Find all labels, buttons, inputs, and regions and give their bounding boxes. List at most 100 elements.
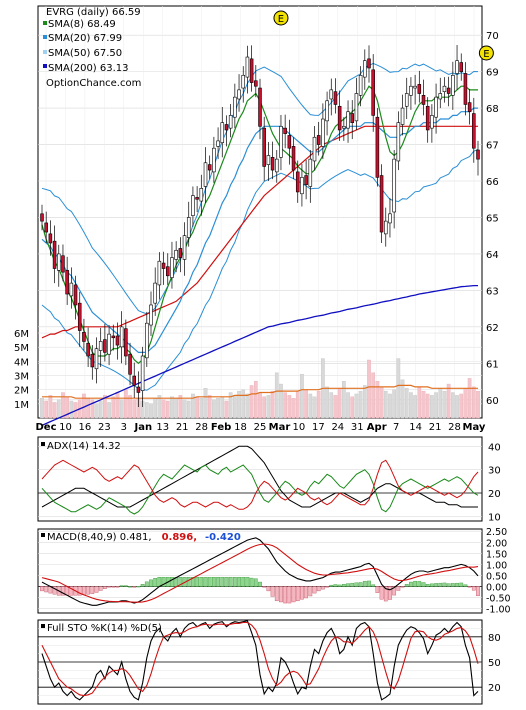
watermark: OptionChance.com (46, 78, 141, 89)
candle-body (57, 253, 61, 271)
macd-histogram-bar (90, 586, 95, 594)
candle-body (153, 282, 157, 304)
candle-body (65, 270, 69, 295)
macd-tick-label: 2.50 (486, 527, 507, 538)
volume-bar (358, 390, 363, 419)
date-tick-label: 21 (176, 422, 189, 433)
macd-tick-label: 1.00 (486, 560, 507, 571)
macd-histogram-bar (329, 584, 334, 587)
macd-histogram-bar (249, 577, 254, 587)
macd-histogram-bar (333, 584, 338, 587)
candle-body (140, 355, 145, 391)
macd-histogram-bar (383, 586, 388, 602)
candle-body (228, 115, 233, 129)
macd-tick-label: 0.00 (486, 582, 507, 593)
macd-histogram-bar (132, 586, 137, 588)
macd-histogram-bar (136, 586, 141, 588)
macd-histogram-bar (321, 586, 325, 590)
macd-histogram-bar (253, 578, 258, 587)
stochastic-lines (41, 620, 479, 701)
candle-body (132, 375, 136, 386)
date-tick-label: 3 (121, 422, 127, 433)
adx-panel-frame (37, 436, 483, 522)
volume-tick-label: 6M (14, 329, 29, 340)
candle-body (149, 304, 153, 326)
price-tick-label: 69 (486, 68, 499, 79)
macd-histogram-bar (170, 576, 174, 587)
macd-histogram-bar (371, 584, 376, 587)
volume-axis-labels: 6M 5M 4M 3M 2M 1M (14, 329, 29, 411)
candle-body (430, 115, 434, 129)
candle-body (446, 87, 451, 94)
macd-histogram-bar (241, 576, 246, 587)
earnings-marker (478, 45, 494, 61)
price-tick-label: 65 (486, 213, 499, 224)
volume-bar (52, 402, 57, 419)
macd-histogram-bar (413, 580, 417, 587)
candle-body (212, 147, 216, 173)
stochastic-swatch (41, 624, 45, 628)
volume-bar (383, 390, 388, 419)
volume-bar (178, 395, 183, 419)
date-tick-label: Apr (367, 422, 387, 433)
macd-histogram-bar (65, 586, 70, 596)
candle-body (321, 118, 325, 147)
volume-bar (362, 385, 367, 419)
volume-bar (333, 395, 338, 419)
adx-series-line (41, 464, 479, 515)
macd-histogram-bar (379, 586, 384, 600)
candle-body (346, 111, 350, 129)
candle-body (48, 233, 53, 244)
volume-bar (396, 358, 401, 419)
date-tick-label: Feb (211, 422, 231, 433)
macd-histogram-bar (266, 586, 271, 592)
volume-bar (266, 395, 271, 419)
macd-histogram-bar (203, 576, 208, 587)
volume-bar (182, 399, 187, 419)
candle-body (363, 60, 367, 78)
volume-bar (56, 399, 61, 419)
macd-histogram-bar (220, 576, 225, 587)
price-title: EVRG (daily) 66.59 (46, 7, 141, 18)
macd-histogram-bar (362, 580, 367, 587)
volume-bar (337, 388, 342, 419)
candle-body (283, 127, 287, 134)
macd-histogram-bar (69, 586, 74, 596)
macd-histogram-bar (262, 586, 267, 588)
volume-bar (346, 392, 350, 419)
macd-histogram-bar (107, 586, 111, 588)
macd-histogram-bar (199, 576, 204, 587)
candle-body (300, 177, 304, 195)
macd-histogram-bar (421, 582, 426, 587)
price-legend: EVRG (daily) 66.59 SMA(8) 68.49 SMA(20) … (43, 7, 141, 89)
macd-histogram-bar (212, 576, 216, 587)
candle-body (316, 135, 321, 145)
candle-body (342, 126, 346, 129)
macd-histogram-bar (224, 576, 229, 587)
macd-histogram-bar (388, 586, 392, 600)
macd-histogram-bar (367, 580, 371, 587)
bollinger-upper-line (41, 62, 479, 315)
volume-bar (300, 373, 304, 419)
candle-body (191, 195, 195, 216)
earnings-marker (273, 10, 289, 26)
price-tick-label: 64 (486, 250, 499, 261)
macd-tick-label: 2.00 (486, 538, 507, 549)
price-tick-label: 62 (486, 323, 499, 334)
candle-body (52, 240, 57, 269)
candle-body (103, 339, 107, 353)
date-tick-label: 21 (429, 422, 442, 433)
macd-histogram-bar (417, 581, 422, 587)
volume-bar (199, 398, 204, 419)
candle-body (451, 74, 455, 96)
macd-histogram-bar (61, 586, 65, 596)
volume-bar (283, 392, 287, 419)
volume-bar (375, 381, 380, 419)
candle-body (107, 333, 111, 355)
macd-histogram-bar (450, 583, 455, 587)
candle-body (258, 87, 262, 127)
macd-histogram-bar (476, 586, 480, 596)
volume-bar (86, 398, 90, 419)
